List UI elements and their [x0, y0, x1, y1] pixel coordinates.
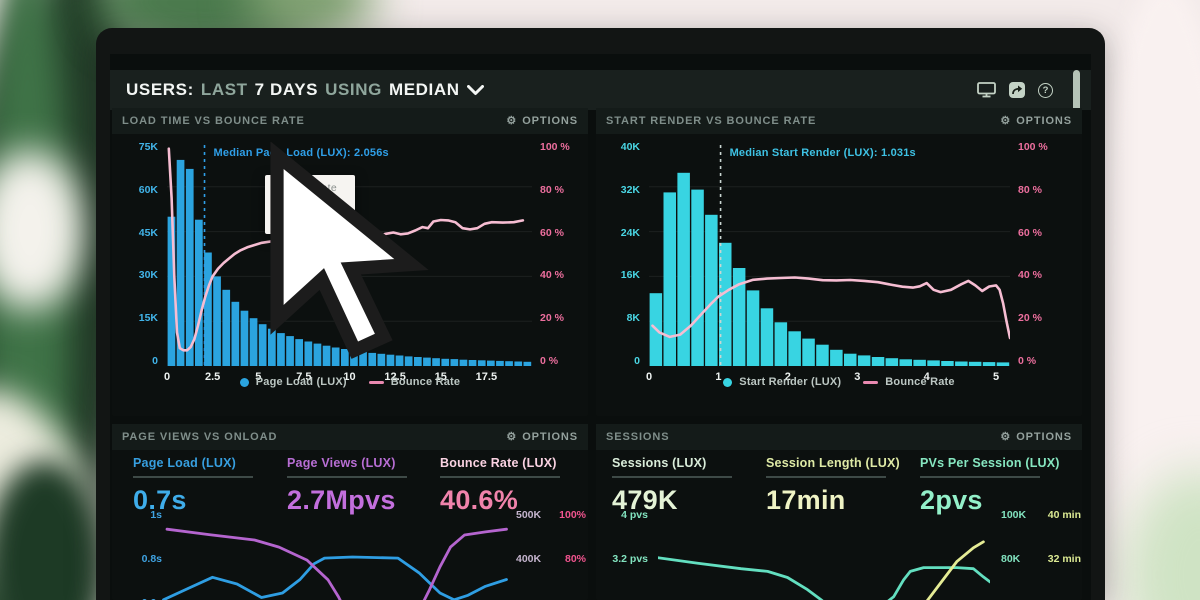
header-actions: ?: [977, 82, 1053, 98]
metric-divider: [920, 476, 1040, 478]
metric-divider: [287, 476, 407, 478]
metric-label: Page Load (LUX): [133, 456, 237, 470]
metric-value: 40.6%: [440, 485, 519, 515]
panel-title: START RENDER VS BOUNCE RATE: [606, 115, 817, 127]
metric-bounce-rate: Bounce Rate (LUX) 40.6%: [440, 456, 588, 516]
chart-legend[interactable]: Start Render (LUX) Bounce Rate: [596, 376, 1082, 388]
metric-divider: [766, 476, 886, 478]
metric-value: 0.7s: [133, 485, 187, 515]
y-axis-left: 75K 60K 45K 30K 15K 0: [138, 141, 158, 367]
metric-page-load: Page Load (LUX) 0.7s: [133, 456, 281, 516]
chart-legend[interactable]: Page Load (LUX) Bounce Rate: [112, 376, 588, 388]
dashboard-screen: USERS: LAST 7 DAYS USING MEDIAN ?: [110, 54, 1091, 600]
options-button[interactable]: ⚙ OPTIONS: [506, 430, 578, 443]
y-axis-right: 500K 100% 400K 80%: [516, 509, 586, 565]
panel-header: START RENDER VS BOUNCE RATE ⚙ OPTIONS: [596, 108, 1082, 134]
y-axis-right: 100 % 80 % 60 % 40 % 20 % 0 %: [1018, 141, 1048, 367]
panel-header: LOAD TIME VS BOUNCE RATE ⚙ OPTIONS: [112, 108, 588, 134]
monitor-icon[interactable]: [977, 82, 996, 98]
gear-icon: ⚙: [506, 114, 518, 127]
chart-area: 75K 60K 45K 30K 15K 0 Median Page Load (LUX):…: [112, 134, 588, 383]
panel-title: LOAD TIME VS BOUNCE RATE: [122, 115, 305, 127]
gear-icon: ⚙: [506, 430, 518, 443]
help-icon[interactable]: ?: [1038, 82, 1053, 98]
load-time-histogram: [167, 145, 532, 366]
title-segment: USERS:: [126, 80, 194, 99]
panel-title: SESSIONS: [606, 431, 670, 443]
metric-divider: [612, 476, 732, 478]
metric-value: 2pvs: [920, 485, 983, 515]
panel-start-render: START RENDER VS BOUNCE RATE ⚙ OPTIONS 40K…: [596, 108, 1082, 416]
options-button[interactable]: ⚙ OPTIONS: [1000, 430, 1072, 443]
panel-sessions: SESSIONS ⚙ OPTIONS Sessions (LUX) 479K Se…: [596, 424, 1082, 600]
page-views-linechart: [162, 527, 508, 600]
panel-page-views: PAGE VIEWS VS ONLOAD ⚙ OPTIONS Page Load …: [112, 424, 588, 600]
metric-value: 17min: [766, 485, 846, 515]
app-header: USERS: LAST 7 DAYS USING MEDIAN ?: [110, 70, 1091, 110]
metric-session-length: Session Length (LUX) 17min: [766, 456, 914, 516]
panel-header: PAGE VIEWS VS ONLOAD ⚙ OPTIONS: [112, 424, 588, 450]
metric-divider: [133, 476, 253, 478]
y-axis-left: 1s0.8s0.6s: [141, 509, 162, 600]
options-button[interactable]: ⚙ OPTIONS: [506, 114, 578, 127]
y-axis-right: 100 % 80 % 60 % 40 % 20 % 0 %: [540, 141, 570, 367]
report-selector[interactable]: USERS: LAST 7 DAYS USING MEDIAN: [126, 80, 484, 100]
metric-label: Bounce Rate (LUX): [440, 456, 557, 470]
metric-value: 479K: [612, 485, 678, 515]
sessions-linechart: [658, 540, 990, 600]
metric-label: Sessions (LUX): [612, 456, 707, 470]
metric-sessions: Sessions (LUX) 479K: [612, 456, 760, 516]
x-axis: 0 2.5 5 7.5 10 12.5 15 17.5: [163, 371, 498, 383]
panel-load-time: LOAD TIME VS BOUNCE RATE ⚙ OPTIONS 75K 60K…: [112, 108, 588, 416]
metric-value: 2.7Mpvs: [287, 485, 396, 515]
share-icon[interactable]: [1009, 82, 1025, 98]
gear-icon: ⚙: [1000, 114, 1012, 127]
chevron-down-icon: [466, 84, 484, 95]
median-annotation: Median Page Load (LUX): 2.056s: [213, 147, 389, 159]
metric-pvs-per-session: PVs Per Session (LUX) 2pvs: [920, 456, 1068, 516]
load-time-chart[interactable]: Median Page Load (LUX): 2.056s Bounce Ra…: [164, 142, 532, 383]
title-segment: 7 DAYS: [254, 80, 319, 99]
metric-divider: [440, 476, 560, 478]
chart-area: 40K 32K 24K 16K 8K 0 Median Start Render (LUX…: [596, 134, 1082, 383]
options-button[interactable]: ⚙ OPTIONS: [1000, 114, 1072, 127]
mouse-cursor: [270, 142, 429, 359]
y-axis-right: 100K 40 min 80K 32 min: [1001, 509, 1081, 565]
metric-label: PVs Per Session (LUX): [920, 456, 1060, 470]
title-segment: LAST: [200, 80, 248, 99]
laptop-bezel: USERS: LAST 7 DAYS USING MEDIAN ?: [96, 28, 1105, 600]
sessions-chart[interactable]: 4 pvs 3.2 pvs 100K 40 min 80K 32 min: [596, 505, 1082, 600]
gear-icon: ⚙: [1000, 430, 1012, 443]
panel-title: PAGE VIEWS VS ONLOAD: [122, 431, 278, 443]
metric-page-views: Page Views (LUX) 2.7Mpvs: [287, 456, 435, 516]
metric-label: Session Length (LUX): [766, 456, 900, 470]
start-render-histogram: [649, 145, 1010, 366]
metric-label: Page Views (LUX): [287, 456, 396, 470]
title-segment: USING: [325, 80, 382, 99]
y-axis-left: 40K 32K 24K 16K 8K 0: [620, 141, 640, 367]
plant-leaf-blur: [0, 150, 85, 310]
median-annotation: Median Start Render (LUX): 1.031s: [729, 147, 916, 159]
title-segment: MEDIAN: [388, 80, 460, 99]
y-axis-left: 4 pvs 3.2 pvs: [612, 509, 648, 565]
panel-header: SESSIONS ⚙ OPTIONS: [596, 424, 1082, 450]
